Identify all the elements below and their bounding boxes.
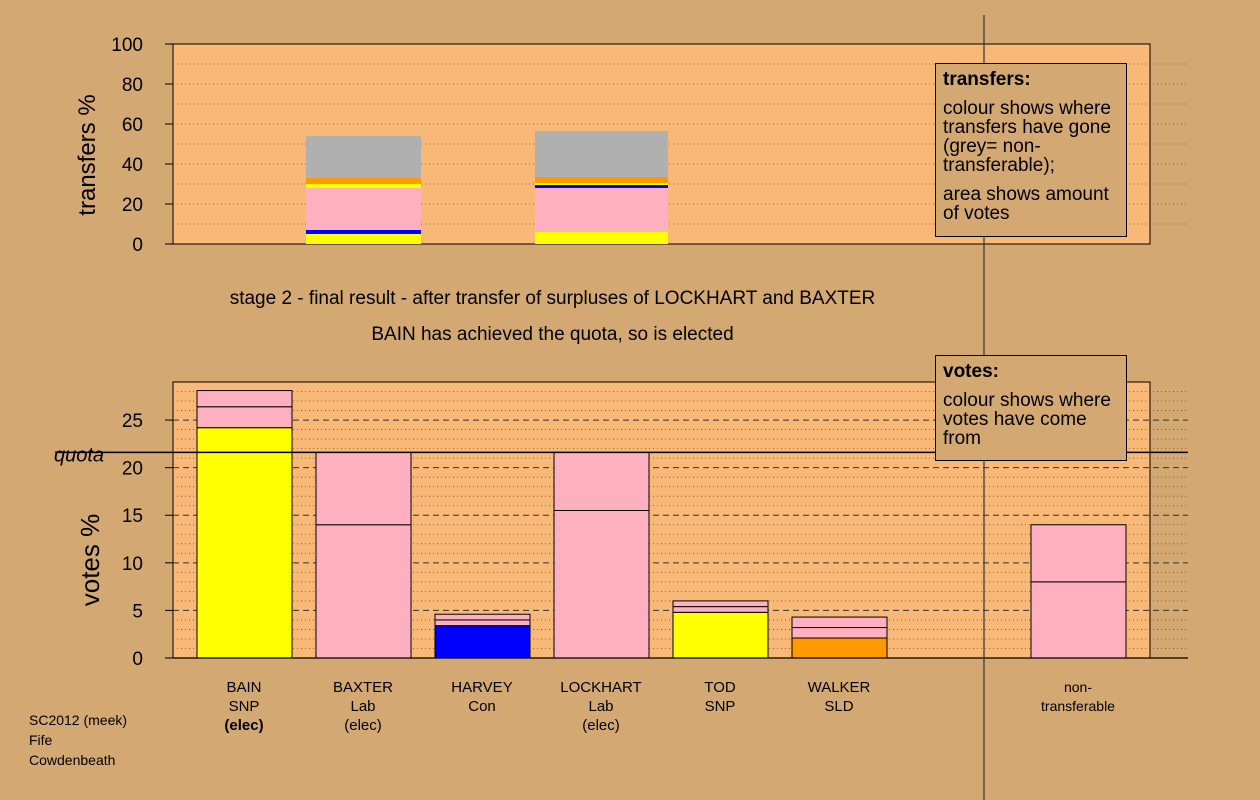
transfer-segment <box>535 232 668 244</box>
y-tick-label: 60 <box>122 115 143 136</box>
votes-legend: votes: colour shows where votes have com… <box>935 355 1127 461</box>
vote-segment <box>553 509 650 659</box>
candidate-name: WALKER <box>807 679 871 696</box>
vote-segment <box>315 451 412 526</box>
transfer-segment <box>535 185 668 188</box>
transfers-legend: transfers: colour shows where transfers … <box>935 63 1127 237</box>
vote-segment <box>196 427 293 659</box>
source-line3: Cowdenbeath <box>29 752 116 768</box>
candidate-status: (elec) <box>582 717 620 734</box>
transfer-segment <box>535 188 668 232</box>
transfer-segment <box>306 184 421 188</box>
stage-subtitle: BAIN has achieved the quota, so is elect… <box>371 324 734 345</box>
vote-segment <box>791 627 888 639</box>
votes-legend-title: votes: <box>943 361 999 382</box>
transfer-segment <box>535 183 668 185</box>
transfers-legend-title: transfers: <box>943 69 1031 90</box>
y-tick-label: 0 <box>132 235 143 256</box>
candidate-party: SNP <box>228 698 260 715</box>
y-tick-label: 10 <box>122 554 143 575</box>
candidate-label-baxter: BAXTER Lab (elec) <box>303 678 423 735</box>
transfer-segment <box>535 131 668 177</box>
candidate-name: BAXTER <box>332 679 393 696</box>
y-tick-label: 25 <box>122 411 143 432</box>
transfer-segment <box>306 136 421 178</box>
vote-segment <box>434 625 531 659</box>
quota-label: quota <box>54 444 104 466</box>
transfer-segment <box>306 234 421 244</box>
vote-segment <box>315 524 412 659</box>
transfers-legend-line2: area shows amount of votes <box>943 184 1109 224</box>
candidate-label-harvey: HARVEY Con <box>422 678 542 716</box>
y-tick-label: 20 <box>122 195 143 216</box>
transfers-bars <box>306 131 668 244</box>
vote-segment <box>434 613 531 621</box>
vote-segment <box>553 451 650 511</box>
transfer-segment <box>306 188 421 230</box>
nontransferable-label-line1: non- <box>1063 679 1093 695</box>
votes-bars <box>196 390 1127 659</box>
candidate-party: Lab <box>588 698 614 715</box>
candidate-status: (elec) <box>224 717 264 734</box>
y-tick-label: 0 <box>132 649 143 670</box>
vote-segment <box>196 406 293 429</box>
y-tick-label: 100 <box>111 35 143 56</box>
stage-title: stage 2 - final result - after transfer … <box>229 288 876 309</box>
votes-legend-line1: colour shows where votes have come from <box>943 390 1111 449</box>
vote-segment <box>1030 581 1127 659</box>
candidate-label-bain: BAIN SNP (elec) <box>184 678 304 735</box>
transfers-y-axis: 0 20 40 60 80 100 <box>111 35 173 256</box>
candidate-party: Con <box>468 698 496 715</box>
candidate-party: SLD <box>824 698 854 715</box>
y-tick-label: 5 <box>132 601 143 622</box>
transfers-y-axis-label: transfers % <box>74 94 101 215</box>
candidate-name: LOCKHART <box>560 679 642 696</box>
y-tick-label: 40 <box>122 155 143 176</box>
candidate-label-tod: TOD SNP <box>660 678 780 716</box>
vote-segment <box>434 619 531 627</box>
votes-y-axis: 0 5 10 15 20 25 <box>122 411 1188 670</box>
y-tick-label: 15 <box>122 506 143 527</box>
y-tick-label: 20 <box>122 459 143 480</box>
candidate-party: Lab <box>350 698 376 715</box>
vote-segment <box>1030 524 1127 583</box>
source-line1: SC2012 (meek) <box>29 712 128 728</box>
votes-y-axis-label: votes % <box>75 514 105 607</box>
nontransferable-label-line2: transferable <box>1041 698 1115 714</box>
vote-segment <box>672 600 769 608</box>
transfer-segment <box>535 177 668 183</box>
vote-segment <box>672 611 769 659</box>
vote-segment <box>196 390 293 408</box>
candidate-status: (elec) <box>344 717 382 734</box>
vote-segment <box>791 616 888 629</box>
candidate-party: SNP <box>704 698 736 715</box>
y-tick-label: 80 <box>122 75 143 96</box>
vote-segment <box>791 637 888 659</box>
source-note: SC2012 (meek) Fife Cowdenbeath <box>29 710 127 770</box>
candidate-name: TOD <box>704 679 736 696</box>
nontransferable-label: non- transferable <box>1018 678 1138 716</box>
candidate-name: HARVEY <box>451 679 513 696</box>
source-line2: Fife <box>29 732 53 748</box>
transfer-segment <box>306 230 421 234</box>
vote-segment <box>672 606 769 613</box>
candidate-name: BAIN <box>226 679 262 696</box>
candidate-label-walker: WALKER SLD <box>779 678 899 716</box>
transfer-segment <box>306 178 421 184</box>
transfers-legend-line1: colour shows where transfers have gone (… <box>943 98 1111 176</box>
candidate-label-lockhart: LOCKHART Lab (elec) <box>541 678 661 735</box>
